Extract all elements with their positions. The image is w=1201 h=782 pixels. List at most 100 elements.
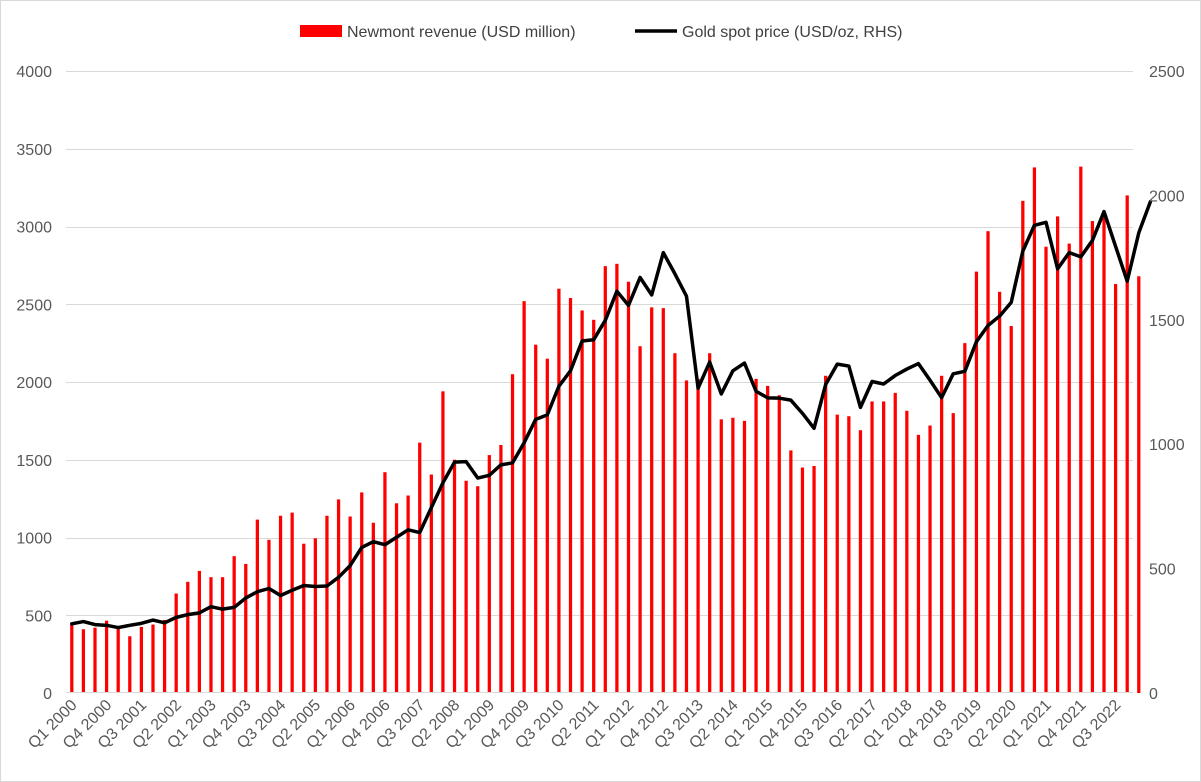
revenue-bar — [302, 543, 306, 693]
legend-label-gold: Gold spot price (USD/oz, RHS) — [682, 24, 903, 41]
legend-label-revenue: Newmont revenue (USD million) — [347, 24, 576, 41]
revenue-bar — [963, 343, 967, 693]
revenue-bar — [1009, 326, 1013, 693]
revenue-bar — [522, 301, 526, 693]
revenue-bar — [104, 620, 109, 693]
revenue-bar — [174, 593, 178, 693]
revenue-bar — [696, 378, 700, 693]
revenue-bar — [615, 263, 619, 693]
y-left-tick-label: 3500 — [16, 142, 52, 159]
revenue-bar — [661, 308, 665, 693]
revenue-bar — [592, 319, 596, 693]
revenue-bar — [800, 467, 805, 693]
revenue-bar — [1067, 243, 1071, 694]
revenue-bar — [998, 291, 1002, 693]
revenue-bar — [916, 434, 921, 693]
revenue-bar — [708, 353, 712, 693]
revenue-bar — [731, 417, 735, 693]
revenue-bar — [673, 353, 677, 693]
revenue-bar — [742, 420, 747, 693]
revenue-bar — [974, 271, 979, 693]
gold-price-line — [70, 199, 1153, 630]
y-left-tick-label: 1500 — [16, 453, 52, 470]
revenue-bar — [325, 515, 329, 693]
revenue-bar — [139, 626, 144, 693]
revenue-bar — [568, 298, 573, 693]
y-left-tick-label: 3000 — [16, 220, 52, 237]
revenue-bar — [1102, 217, 1106, 694]
revenue-bar — [1079, 166, 1083, 693]
revenue-bar — [336, 499, 341, 693]
revenue-bar — [940, 375, 944, 693]
revenue-bar — [928, 425, 932, 693]
revenue-bar — [719, 419, 723, 693]
revenue-bar — [684, 380, 689, 693]
revenue-bar — [510, 374, 515, 693]
y-left-tick-label: 1000 — [16, 531, 52, 548]
revenue-bar — [267, 539, 271, 693]
revenue-bar — [70, 623, 74, 693]
revenue-bar — [209, 577, 213, 693]
revenue-bar — [858, 430, 863, 693]
y-right-tick-label: 0 — [1149, 686, 1158, 703]
y-right-tick-label: 2000 — [1149, 188, 1185, 205]
left-y-axis-labels: 0 500 1000 1500 2000 2500 3000 3500 4000 — [16, 64, 52, 703]
revenue-bar — [1044, 246, 1048, 693]
revenue-bar — [244, 563, 248, 693]
revenue-bar — [290, 512, 294, 693]
y-right-tick-label: 2500 — [1149, 64, 1185, 81]
revenue-bar — [545, 358, 549, 693]
revenue-bar — [580, 310, 584, 693]
revenue-bar — [626, 281, 631, 693]
revenue-bar — [557, 288, 561, 693]
legend: Newmont revenue (USD million) Gold spot … — [300, 24, 903, 41]
y-left-tick-label: 2500 — [16, 297, 52, 314]
right-y-axis-labels: 0 500 1000 1500 2000 2500 — [1149, 64, 1185, 703]
revenue-bar — [232, 556, 236, 693]
revenue-bar — [186, 581, 190, 693]
revenue-bar — [255, 519, 259, 693]
revenue-bar — [360, 492, 364, 693]
y-left-tick-label: 2000 — [16, 375, 52, 392]
revenue-bar — [1090, 221, 1095, 693]
revenue-bar — [81, 629, 86, 693]
revenue-bar — [313, 538, 317, 693]
revenue-bar — [476, 486, 480, 693]
revenue-bar — [128, 636, 132, 693]
revenue-bar — [638, 346, 642, 693]
y-right-tick-label: 1000 — [1149, 437, 1185, 454]
revenue-bar — [162, 619, 167, 693]
y-left-tick-label: 500 — [25, 608, 52, 625]
revenue-bar — [870, 401, 874, 693]
revenue-bar — [348, 516, 352, 693]
revenue-bar — [220, 577, 225, 693]
revenue-bar — [197, 570, 201, 693]
y-right-tick-label: 1500 — [1149, 313, 1185, 330]
revenue-bar — [1021, 200, 1025, 693]
revenue-bar — [499, 444, 503, 693]
revenue-bar — [452, 459, 457, 693]
revenue-bar — [812, 465, 816, 693]
revenue-bar — [116, 627, 120, 693]
revenue-bar — [824, 375, 828, 693]
revenue-bar — [278, 515, 283, 693]
revenue-bar — [1032, 167, 1037, 693]
revenue-bar — [754, 378, 758, 693]
revenue-bar — [847, 416, 851, 693]
revenue-bar — [777, 395, 781, 693]
y-left-tick-label: 4000 — [16, 64, 52, 81]
revenue-bar — [394, 503, 399, 693]
revenue-bar — [893, 392, 897, 693]
revenue-bar — [429, 474, 433, 693]
revenue-bar — [766, 385, 770, 693]
revenue-bar — [487, 455, 491, 693]
revenue-bar — [951, 413, 955, 693]
gridlines — [66, 71, 1133, 616]
revenue-bar — [383, 472, 387, 693]
revenue-bar — [882, 401, 886, 693]
revenue-bar — [534, 344, 538, 693]
revenue-bar — [151, 624, 155, 693]
revenue-bar — [835, 414, 839, 693]
